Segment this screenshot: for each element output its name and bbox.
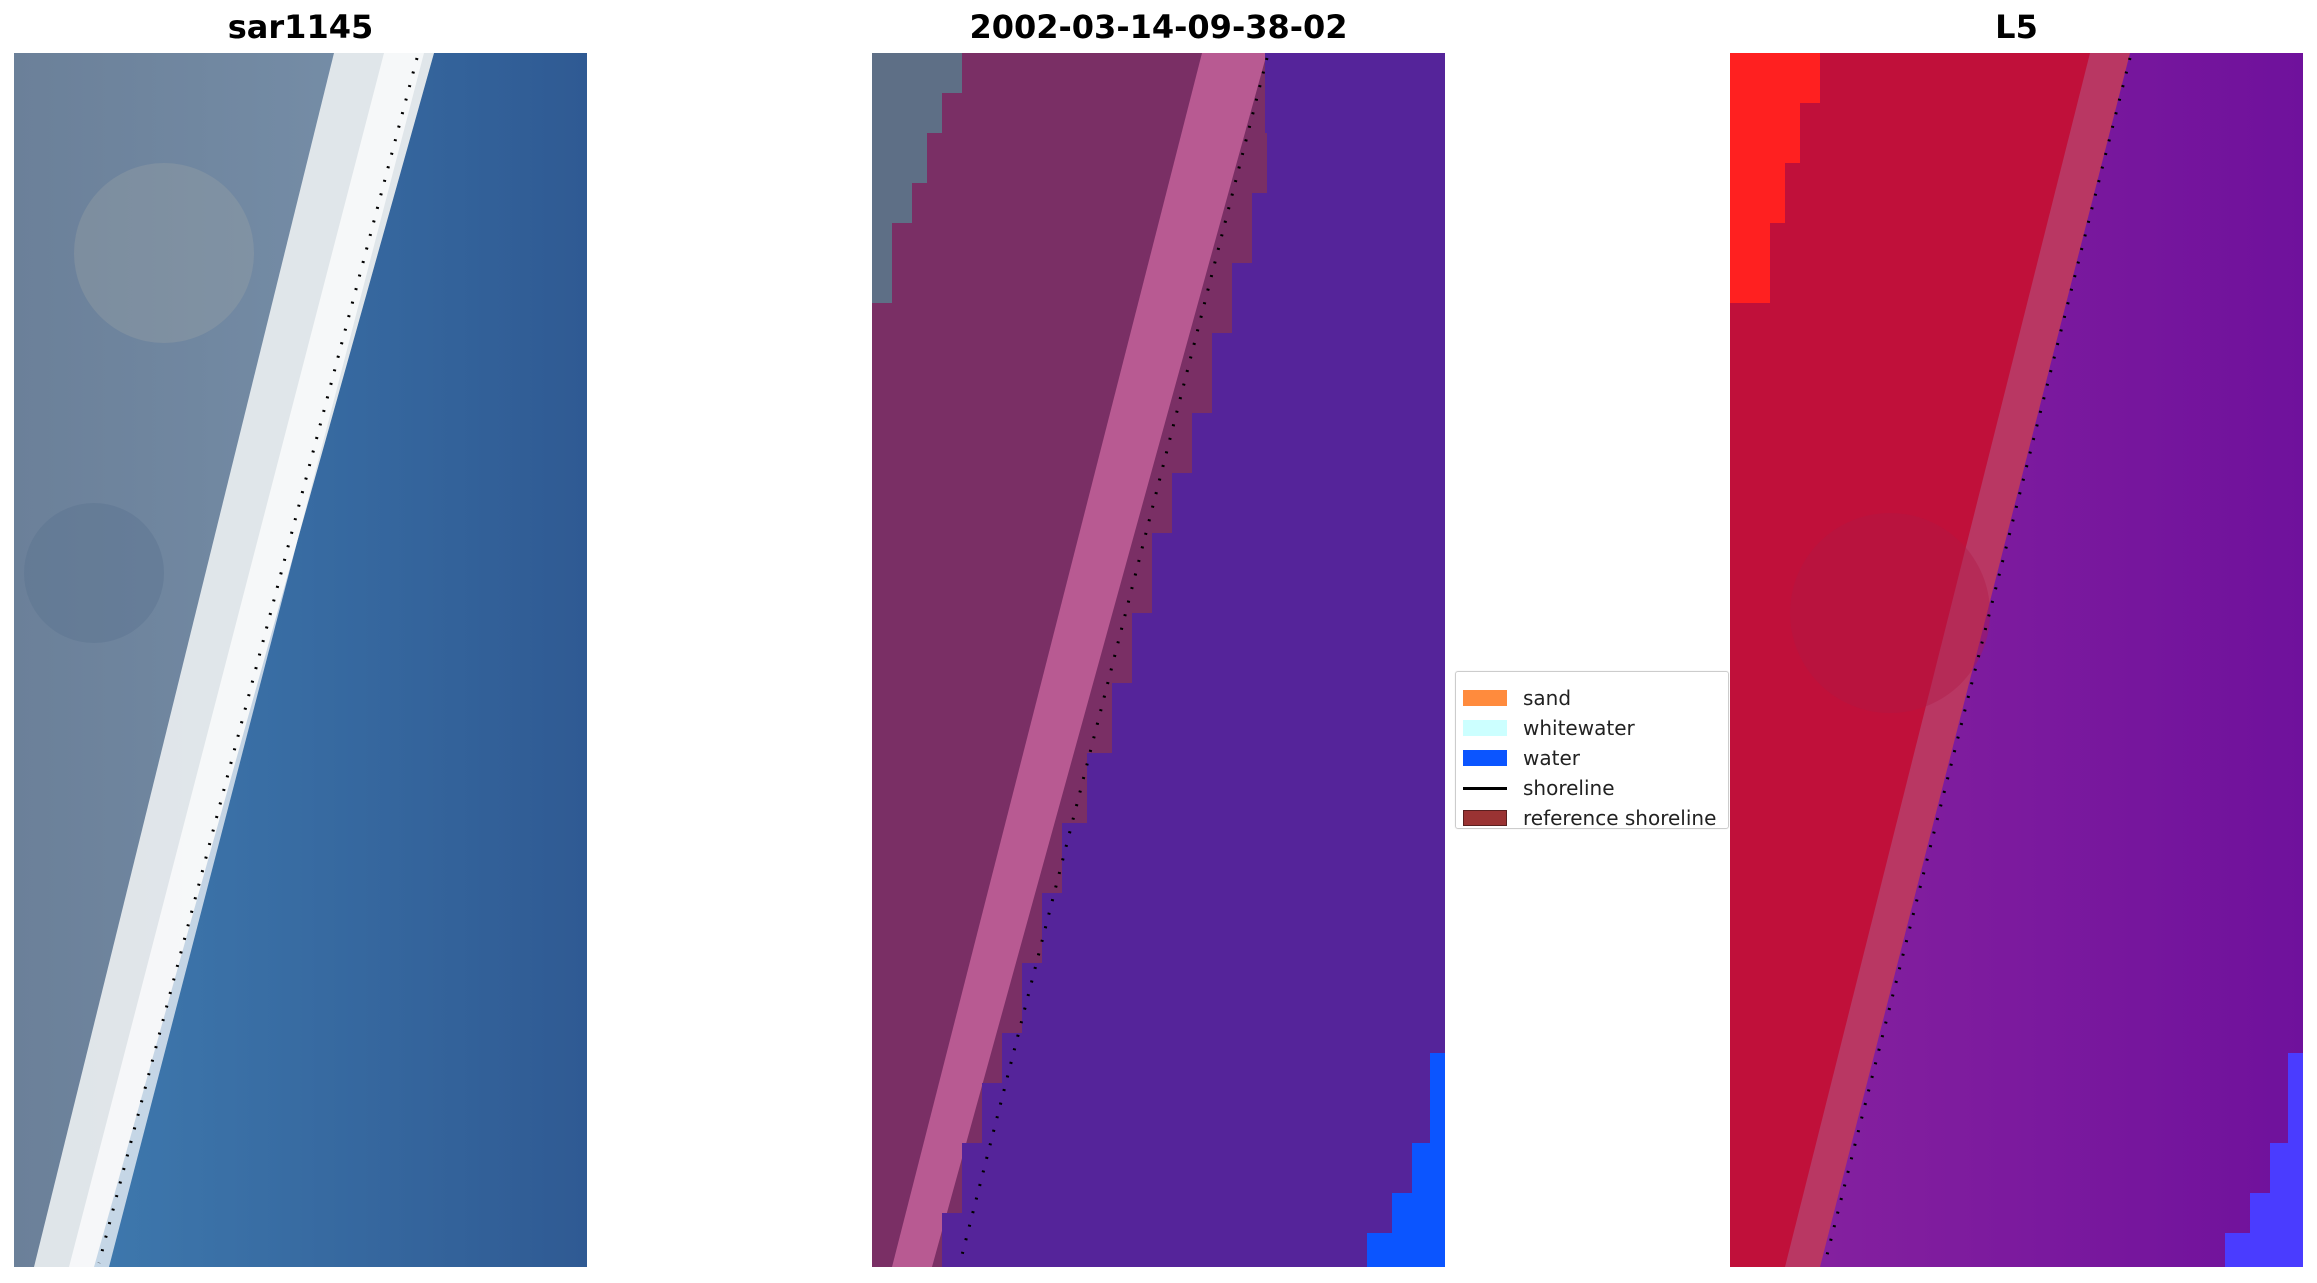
sar-gray-blob xyxy=(74,163,254,343)
panel-title: 2002-03-14-09-38-02 xyxy=(969,8,1348,46)
class-bright-water xyxy=(1367,1053,1445,1267)
legend-swatch-reference-shoreline xyxy=(1463,810,1507,826)
panel-title: L5 xyxy=(1995,8,2038,46)
legend-item-shoreline: shoreline xyxy=(1463,775,1615,801)
legend-label: whitewater xyxy=(1523,716,1635,740)
class-top-left-patch xyxy=(872,53,962,303)
l5-bright-water xyxy=(2225,1053,2303,1267)
panel-title: sar1145 xyxy=(227,8,374,46)
legend-item-sand: sand xyxy=(1463,685,1571,711)
legend-line-shoreline xyxy=(1463,786,1507,790)
legend-label: reference shoreline xyxy=(1523,806,1717,830)
shoreline-path xyxy=(958,57,1269,1264)
panel-sar1145: sar1145 xyxy=(14,0,587,1283)
l5-bright-land xyxy=(1730,53,1820,303)
legend-item-water: water xyxy=(1463,745,1580,771)
legend-label: shoreline xyxy=(1523,776,1615,800)
class-land-edge xyxy=(892,53,1267,1267)
legend: sand whitewater water shoreline referenc… xyxy=(1455,671,1729,831)
sar-bright-surf xyxy=(69,53,424,1267)
l5-image-svg xyxy=(1730,53,2303,1267)
sar-dark-blob xyxy=(24,503,164,643)
l5-land-shadow xyxy=(1790,513,1990,713)
legend-swatch-water xyxy=(1463,750,1507,766)
panel-classification: 2002-03-14-09-38-02 xyxy=(872,0,1445,1283)
l5-image xyxy=(1730,53,2303,1267)
class-water-area xyxy=(942,53,1445,1267)
sar-image xyxy=(14,53,587,1267)
legend-item-whitewater: whitewater xyxy=(1463,715,1635,741)
panel-l5: L5 xyxy=(1730,0,2303,1283)
legend-swatch-sand xyxy=(1463,690,1507,706)
classification-image-svg xyxy=(872,53,1445,1267)
l5-land-edge xyxy=(1785,53,2135,1267)
legend-item-reference-shoreline: reference shoreline xyxy=(1463,805,1716,831)
sar-image-svg xyxy=(14,53,587,1267)
classification-image xyxy=(872,53,1445,1267)
sar-water-area xyxy=(94,53,587,1267)
l5-water-area xyxy=(1820,53,2303,1267)
legend-label: water xyxy=(1523,746,1580,770)
legend-swatch-whitewater xyxy=(1463,720,1507,736)
legend-label: sand xyxy=(1523,686,1572,710)
